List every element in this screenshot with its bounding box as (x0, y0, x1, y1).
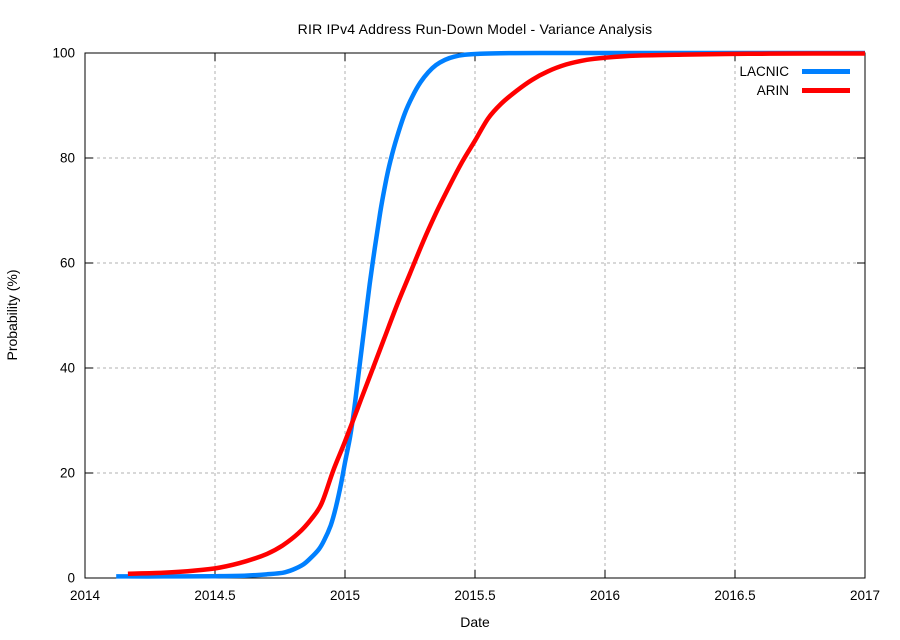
x-tick-label: 2016 (590, 588, 620, 603)
y-tick-label: 0 (67, 571, 75, 586)
x-tick-label: 2014.5 (194, 588, 235, 603)
arin-line (127, 51, 865, 577)
lacnic-line (116, 50, 865, 579)
legend-label-lacnic: LACNIC (739, 64, 789, 79)
x-tick-label: 2014 (70, 588, 101, 603)
legend-line-sample-arin (802, 88, 850, 93)
y-tick-label: 20 (60, 466, 75, 481)
legend-label-arin: ARIN (756, 83, 789, 98)
legend-line-sample-lacnic (802, 69, 850, 74)
x-axis-title: Date (460, 614, 490, 630)
chart-title: RIR IPv4 Address Run-Down Model - Varian… (297, 21, 653, 37)
y-tick-label: 100 (52, 46, 75, 61)
y-tick-label: 80 (60, 151, 75, 166)
x-tick-label: 2017 (850, 588, 880, 603)
y-tick-label: 40 (60, 361, 75, 376)
y-tick-label: 60 (60, 256, 75, 271)
legend-item-lacnic: LACNIC (739, 62, 850, 81)
x-tick-label: 2016.5 (714, 588, 755, 603)
legend: LACNIC ARIN (739, 62, 850, 100)
x-tick-label: 2015.5 (454, 588, 495, 603)
x-tick-label: 2015 (330, 588, 360, 603)
y-axis-title: Probability (%) (4, 269, 20, 361)
legend-item-arin: ARIN (739, 81, 850, 100)
